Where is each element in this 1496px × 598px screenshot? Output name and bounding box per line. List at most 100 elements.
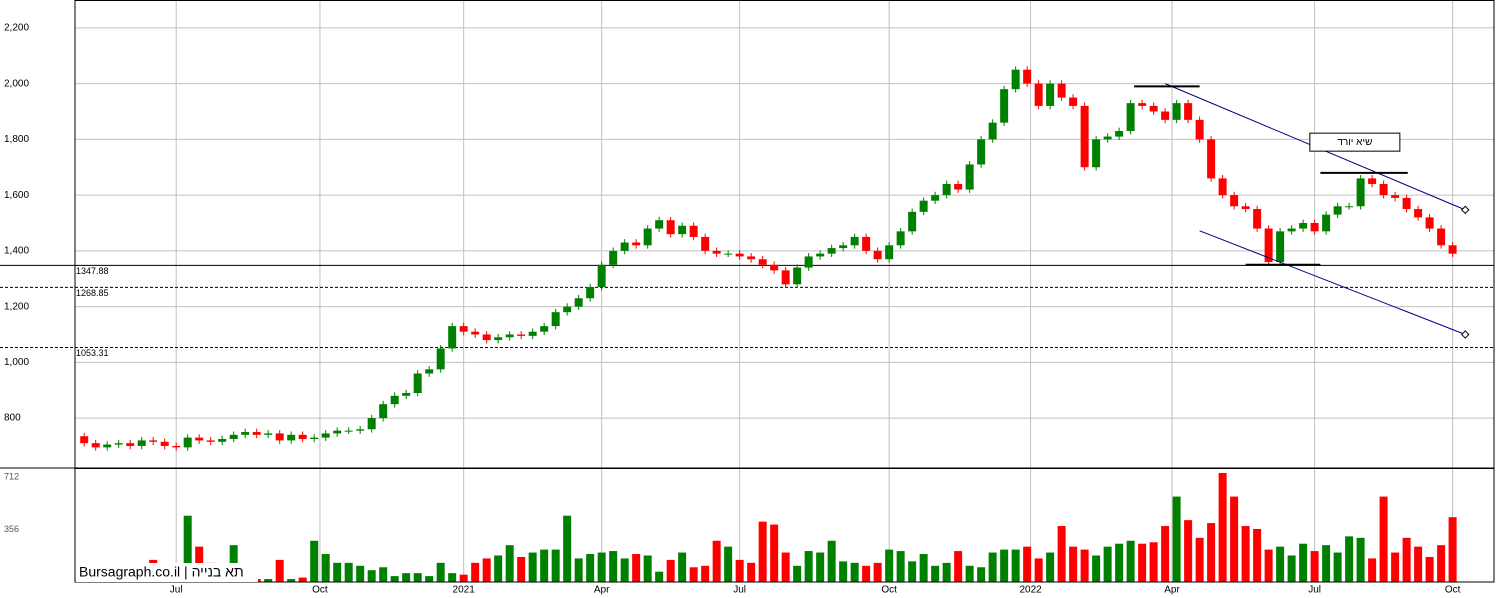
candle-body bbox=[919, 200, 928, 212]
volume-bar bbox=[1138, 543, 1147, 582]
candle-body bbox=[241, 432, 250, 435]
volume-bar bbox=[988, 552, 997, 582]
volume-bar bbox=[1034, 558, 1043, 582]
y-tick-label: 1,000 bbox=[4, 357, 29, 368]
volume-bar bbox=[1368, 558, 1377, 582]
candle-body bbox=[597, 264, 606, 288]
candle-body bbox=[931, 195, 940, 201]
volume-bar bbox=[1161, 526, 1170, 582]
candle-body bbox=[275, 433, 284, 441]
candle-body bbox=[137, 440, 146, 446]
volume-bar bbox=[1241, 526, 1250, 582]
candle-body bbox=[321, 433, 330, 438]
volume-bar bbox=[333, 562, 342, 582]
volume-bar bbox=[1437, 545, 1446, 582]
candle-body bbox=[1034, 83, 1043, 106]
volume-bar bbox=[1103, 546, 1112, 582]
volume-bar bbox=[1195, 537, 1204, 582]
volume-bar bbox=[1046, 552, 1055, 582]
volume-bar bbox=[264, 579, 273, 582]
candle-body bbox=[91, 443, 100, 448]
volume-bar bbox=[1057, 526, 1066, 582]
candle-body bbox=[586, 287, 595, 299]
candle-body bbox=[1046, 83, 1055, 106]
candle-body bbox=[885, 245, 894, 260]
candle-body bbox=[1253, 209, 1262, 229]
volume-bar bbox=[1310, 551, 1319, 582]
candle-body bbox=[1195, 119, 1204, 140]
candle-body bbox=[126, 443, 135, 446]
candle-body bbox=[356, 429, 365, 431]
volume-bar bbox=[1080, 549, 1089, 582]
volume-bar bbox=[965, 565, 974, 582]
candle-body bbox=[448, 326, 457, 349]
volume-bar bbox=[1391, 552, 1400, 582]
candle-body bbox=[413, 373, 422, 394]
volume-bar bbox=[367, 570, 376, 582]
volume-bar bbox=[379, 567, 388, 582]
volume-bar bbox=[1115, 543, 1124, 582]
volume-bar bbox=[827, 540, 836, 582]
volume-bar bbox=[1184, 520, 1193, 582]
candle-body bbox=[839, 245, 848, 249]
x-tick-label: Jul bbox=[170, 585, 183, 596]
candle-body bbox=[218, 439, 227, 442]
x-tick-label: Jul bbox=[1308, 585, 1321, 596]
volume-bar bbox=[586, 554, 595, 582]
volume-bar bbox=[1011, 549, 1020, 582]
volume-bar bbox=[1287, 555, 1296, 582]
candle-body bbox=[666, 220, 675, 235]
candle-body bbox=[942, 183, 951, 196]
annotation-box bbox=[1309, 132, 1401, 152]
candle-body bbox=[1368, 178, 1377, 184]
volume-bar bbox=[402, 573, 411, 582]
level-label: 1053.31 bbox=[76, 348, 109, 358]
volume-bar bbox=[436, 562, 445, 582]
x-tick-label: Oct bbox=[1445, 585, 1461, 596]
candle-body bbox=[80, 436, 89, 444]
volume-bar bbox=[1402, 537, 1411, 582]
candle-body bbox=[781, 270, 790, 285]
volume-bar bbox=[908, 561, 917, 582]
volume-bar bbox=[942, 562, 951, 582]
candle-body bbox=[954, 183, 963, 190]
volume-bar bbox=[459, 574, 468, 582]
volume-bar bbox=[701, 565, 710, 582]
volume-bar bbox=[919, 554, 928, 582]
candle-body bbox=[390, 395, 399, 405]
candle-body bbox=[1264, 228, 1273, 263]
candle-body bbox=[620, 242, 629, 251]
candle-body bbox=[252, 432, 261, 435]
candle-body bbox=[758, 259, 767, 265]
volume-bar bbox=[448, 573, 457, 582]
y-tick-label: 2,200 bbox=[4, 23, 29, 34]
volume-bar bbox=[482, 558, 491, 582]
volume-bar bbox=[804, 551, 813, 582]
candle-body bbox=[563, 306, 572, 313]
candle-body bbox=[632, 242, 641, 246]
volume-bar bbox=[873, 562, 882, 582]
watermark-box bbox=[76, 563, 258, 582]
candle-body bbox=[977, 139, 986, 165]
x-tick-label: Jul bbox=[733, 585, 746, 596]
candle-body bbox=[425, 369, 434, 374]
candle-body bbox=[689, 225, 698, 237]
volume-bar bbox=[275, 559, 284, 582]
candle-body bbox=[655, 220, 664, 229]
candle-body bbox=[1023, 69, 1032, 84]
candle-body bbox=[988, 122, 997, 140]
candle-body bbox=[298, 434, 307, 440]
candle-body bbox=[114, 443, 123, 445]
volume-bar bbox=[839, 561, 848, 582]
candle-body bbox=[908, 211, 917, 232]
candle-body bbox=[1345, 206, 1354, 208]
candle-body bbox=[528, 331, 537, 336]
volume-bar bbox=[413, 573, 422, 582]
volume-bar bbox=[1000, 549, 1009, 582]
volume-bar bbox=[793, 565, 802, 582]
volume-bar bbox=[632, 554, 641, 582]
candle-body bbox=[1356, 178, 1365, 207]
candle-body bbox=[850, 236, 859, 246]
candle-body bbox=[701, 236, 710, 251]
volume-bar bbox=[1069, 546, 1078, 582]
